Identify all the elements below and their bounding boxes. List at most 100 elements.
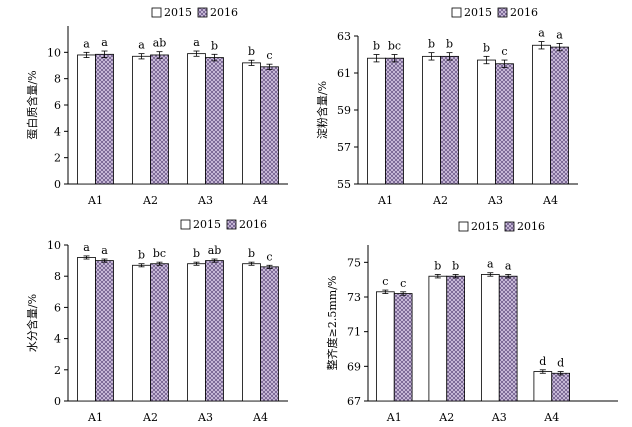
legend-label-2015: 2015: [464, 6, 492, 19]
y-axis-label: 蛋白质含量/%: [25, 70, 39, 139]
significance-letter: a: [101, 244, 108, 257]
significance-letter: ab: [153, 37, 167, 50]
y-tick-label: 71: [347, 326, 361, 339]
y-axis-label: 淀粉含量/%: [315, 81, 329, 139]
bar-2016-A4: [260, 66, 279, 185]
y-tick-label: 2: [54, 364, 61, 377]
significance-letter: b: [428, 38, 435, 51]
legend-swatch-2015: [180, 219, 191, 230]
bar-2015-A1: [367, 57, 386, 185]
significance-letter: d: [557, 357, 564, 370]
significance-letter: b: [138, 249, 145, 262]
legend-label-2016: 2016: [210, 6, 238, 19]
bar-2016-A2: [150, 263, 169, 402]
legend-swatch-2015: [151, 7, 162, 18]
legend: 2015 2016: [151, 6, 238, 19]
x-tick-label: A1: [87, 411, 103, 424]
y-tick-label: 6: [54, 301, 61, 314]
y-tick-label: 10: [47, 46, 61, 59]
x-tick-label: A4: [252, 194, 268, 207]
significance-letter: ab: [208, 244, 222, 257]
significance-letter: a: [83, 37, 90, 50]
x-tick-label: A1: [386, 411, 402, 424]
y-axis-label: 水分含量/%: [25, 294, 39, 352]
y-tick-label: 67: [347, 395, 361, 408]
significance-letter: b: [483, 41, 490, 54]
y-tick-label: 0: [54, 395, 61, 408]
bar-2015-A1: [77, 257, 96, 402]
y-tick-label: 2: [54, 152, 61, 165]
significance-letter: a: [193, 36, 200, 49]
legend-label-2015: 2015: [164, 6, 192, 19]
significance-letter: a: [556, 28, 563, 41]
bar-2016-A3: [495, 63, 514, 185]
legend-swatch-2016: [197, 7, 208, 18]
y-tick-label: 8: [54, 270, 61, 283]
x-tick-label: A2: [142, 194, 158, 207]
x-tick-label: A2: [438, 411, 454, 424]
bar-2016-A2: [440, 55, 459, 185]
y-tick-label: 8: [54, 73, 61, 86]
y-axis-label: 整齐度≥2.5mm/%: [325, 276, 339, 371]
x-tick-label: A1: [377, 194, 393, 207]
bar-2015-A2: [132, 55, 151, 185]
chart-panel-4: 67 69 71 73 75 整齐度≥2.5mm/% c c A1 b b A2 a a A3 d d A4 201…: [325, 220, 618, 424]
significance-letter: b: [211, 39, 218, 52]
y-tick-label: 61: [337, 67, 351, 80]
significance-letter: b: [434, 259, 441, 272]
legend-label-2016: 2016: [239, 218, 267, 231]
legend-label-2016: 2016: [517, 220, 545, 233]
bar-2016-A4: [260, 266, 279, 402]
significance-letter: a: [138, 39, 145, 52]
significance-letter: a: [538, 27, 545, 40]
significance-letter: a: [487, 258, 494, 271]
significance-letter: a: [505, 259, 512, 272]
significance-letter: a: [83, 241, 90, 254]
legend-swatch-2016: [226, 219, 237, 230]
bar-2016-A1: [95, 53, 114, 185]
y-tick-label: 73: [347, 291, 361, 304]
significance-letter: c: [382, 275, 388, 288]
significance-letter: bc: [388, 40, 401, 53]
y-tick-label: 63: [337, 30, 351, 43]
bar-2015-A2: [422, 55, 441, 185]
y-tick-label: 55: [337, 178, 351, 191]
bar-2016-A3: [205, 260, 224, 402]
y-tick-label: 59: [337, 104, 351, 117]
significance-letter: b: [248, 45, 255, 58]
significance-letter: c: [266, 49, 272, 62]
bar-2015-A3: [480, 274, 500, 402]
significance-letter: c: [501, 45, 507, 58]
x-tick-label: A4: [542, 194, 558, 207]
significance-letter: a: [101, 36, 108, 49]
y-tick-label: 10: [47, 239, 61, 252]
bar-2015-A4: [242, 263, 261, 402]
significance-letter: b: [452, 259, 459, 272]
legend: 2015 2016: [451, 6, 538, 19]
x-tick-label: A4: [543, 411, 559, 424]
significance-letter: b: [248, 247, 255, 260]
significance-letter: d: [539, 355, 546, 368]
x-tick-label: A3: [197, 194, 213, 207]
y-tick-label: 75: [347, 256, 361, 269]
bar-2015-A3: [477, 59, 496, 185]
legend-label-2015: 2015: [193, 218, 221, 231]
x-tick-label: A1: [87, 194, 103, 207]
legend-label-2016: 2016: [510, 6, 538, 19]
y-tick-label: 69: [347, 360, 361, 373]
bar-2016-A4: [550, 46, 569, 185]
legend-swatch-2016: [497, 7, 508, 18]
x-tick-label: A3: [487, 194, 503, 207]
bar-2015-A2: [428, 275, 448, 402]
x-tick-label: A3: [491, 411, 507, 424]
legend: 2015 2016: [180, 218, 267, 231]
significance-letter: c: [266, 250, 272, 263]
x-tick-label: A2: [142, 411, 158, 424]
bar-2016-A1: [95, 260, 114, 402]
bar-2016-A4: [551, 372, 571, 402]
y-tick-label: 0: [54, 178, 61, 191]
bar-2015-A1: [375, 291, 395, 402]
